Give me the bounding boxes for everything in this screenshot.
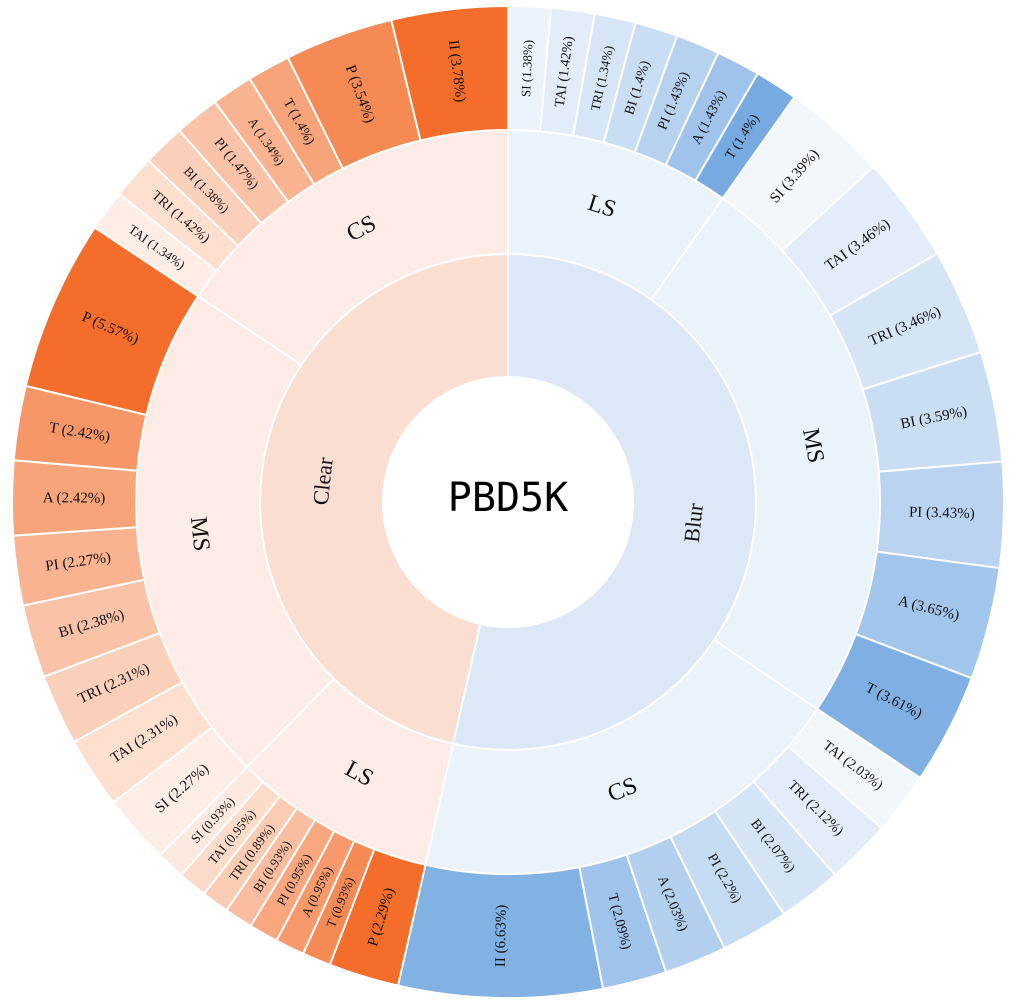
ring-label-blur: Blur [679,501,708,543]
leaf-clear-ms-a-2-42-label: A (2.42%) [43,490,106,507]
chart-title: PBD5K [448,475,568,521]
leaf-clear-cs-ii-3-78 [390,4,509,142]
leaf-blur-ls-si-1-38-label: SI (1.38%) [518,40,535,98]
ring-label-clear: Clear [308,455,338,506]
center-hole [383,377,633,627]
group-label-clear-ms: MS [185,515,214,552]
sunburst-segments [11,4,1005,999]
leaf-clear-cs-ii-3-78-label: II (3.78%) [445,39,468,103]
group-label-blur-ms: MS [797,426,829,465]
leaf-blur-cs-ii-6-63-label: II (6.63%) [493,905,510,968]
leaf-blur-ms-pi-3-43-label: PI (3.43%) [909,504,975,522]
